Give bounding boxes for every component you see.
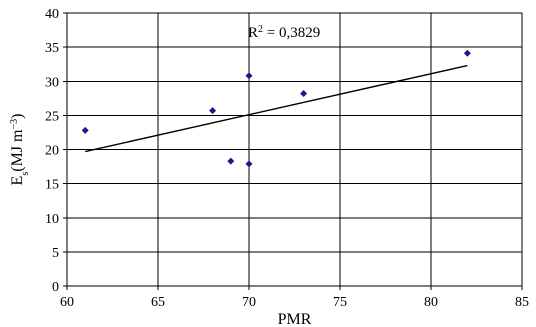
y-tick-label: 10 <box>45 212 59 227</box>
y-axis-title-unit-sup: −3 <box>9 119 20 130</box>
y-tick-labels: 0 5 10 15 20 25 30 35 40 <box>45 7 59 295</box>
y-gridlines <box>67 12 522 287</box>
x-tick-label: 85 <box>515 295 529 310</box>
y-axis-title-unit-close: ) <box>9 114 26 119</box>
y-axis-title-unit-open: (MJ m <box>9 129 26 172</box>
y-axis-title-main: E <box>9 176 26 186</box>
data-point <box>81 126 89 134</box>
r-squared-annotation: R2 = 0,3829 <box>248 24 320 42</box>
r-squared-sup: 2 <box>258 24 263 35</box>
x-tick-labels: 60 65 70 75 80 85 <box>60 295 529 310</box>
y-tick-label: 40 <box>45 7 59 22</box>
y-tick-label: 20 <box>45 144 59 159</box>
trendline <box>85 64 468 153</box>
r-squared-value: = 0,3829 <box>263 25 320 41</box>
trendline-group <box>85 64 468 153</box>
y-tick-label: 15 <box>45 178 59 193</box>
y-tick-label: 5 <box>52 246 59 261</box>
data-points <box>81 49 471 168</box>
y-tick-label: 0 <box>52 280 59 295</box>
x-tick-label: 75 <box>333 295 347 310</box>
data-point <box>463 49 471 57</box>
axes <box>63 12 523 290</box>
data-point <box>227 157 235 165</box>
y-axis-title-sub: s <box>20 172 31 176</box>
y-tick-label: 35 <box>45 41 59 56</box>
x-tick-label: 65 <box>151 295 165 310</box>
data-point <box>245 72 253 80</box>
x-tick-label: 60 <box>60 295 74 310</box>
r-squared-base: R <box>248 25 258 41</box>
data-point <box>300 90 308 98</box>
y-tick-label: 30 <box>45 75 59 90</box>
data-point <box>245 160 253 168</box>
x-tick-label: 70 <box>242 295 256 310</box>
x-tick-label: 80 <box>424 295 438 310</box>
y-tick-label: 25 <box>45 109 59 124</box>
x-axis-title: PMR <box>278 311 312 327</box>
y-axis-title: Es(MJ m−3) <box>9 114 31 186</box>
plot-area-border <box>66 12 523 287</box>
data-point <box>209 107 217 115</box>
